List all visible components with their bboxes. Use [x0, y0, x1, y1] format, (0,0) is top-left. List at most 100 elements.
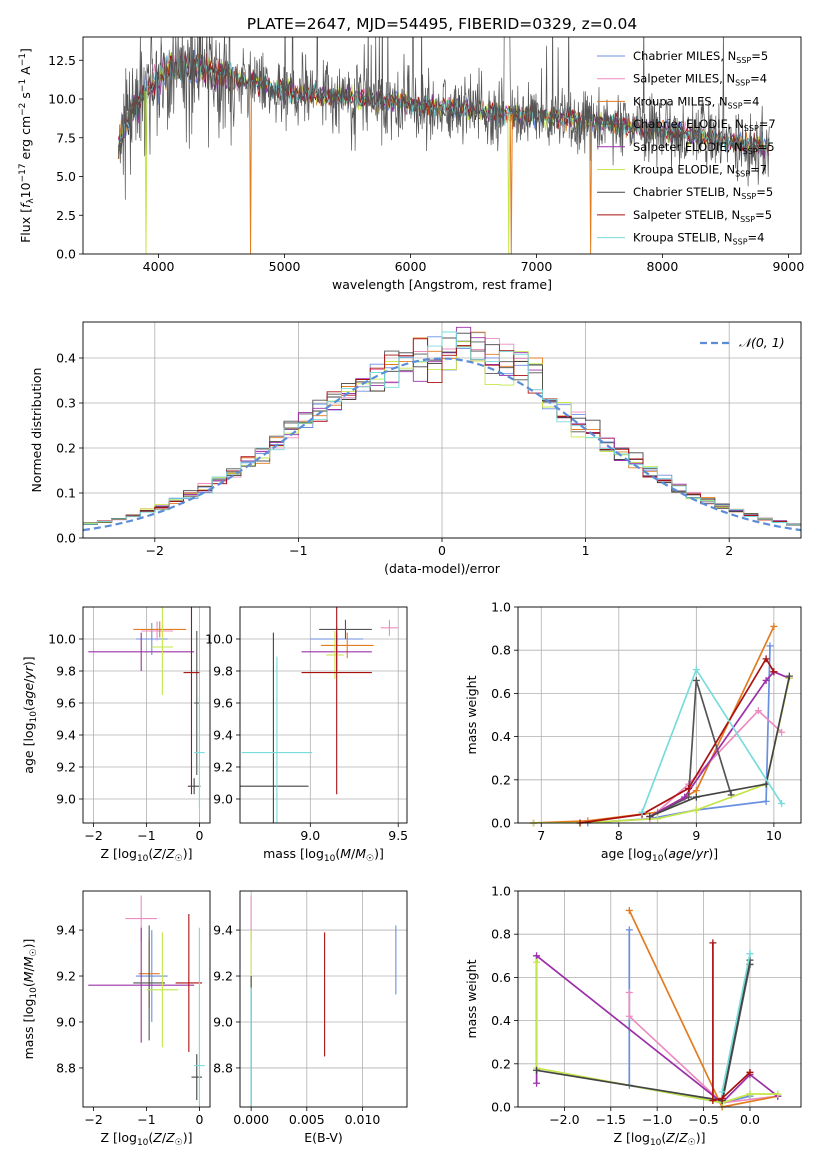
tick-label-y: 0.1: [56, 486, 76, 501]
tick-label-y: 1.0: [491, 600, 511, 615]
weight-marker: [533, 958, 541, 966]
tick-label-x: 0.0: [740, 1112, 760, 1127]
tick-label-x: 0.010: [345, 1112, 381, 1127]
tick-label-y: 0.8: [491, 643, 511, 658]
legend-entry-5: Kroupa ELODIE, NSSP=7: [633, 163, 767, 179]
weight-marker: [746, 950, 754, 958]
mass_vs_Z-axes: −2 −1 0 8.8 9.0 9.2 9.4 Z [log10(Z/Z☉)] mass [lo…: [21, 890, 211, 1148]
weight-marker: [646, 813, 654, 821]
weight-marker: [746, 1068, 754, 1076]
tick-label-x: 4000: [143, 259, 175, 274]
tick-label-y: 0.0: [491, 816, 511, 831]
weight-series-2: [628, 910, 778, 1107]
tick-label-y: 9.8: [213, 664, 233, 679]
y-axis-label: mass [log10(M/M☉)]: [21, 939, 39, 1060]
axes-frame: [82, 321, 802, 539]
tick-label-x: −2.0: [549, 1112, 579, 1127]
weight-marker: [709, 1097, 717, 1105]
weight-marker: [692, 787, 700, 795]
tick-label-y: 9.2: [213, 969, 233, 984]
x-axis-label: Z [log10(Z/Z☉)]: [613, 1130, 705, 1148]
tick-label-y: 9.0: [56, 792, 76, 807]
weight-marker: [746, 1090, 754, 1098]
weight-marker: [692, 666, 700, 674]
weight_vs_age-axes: 7 8 9 10 0.0 0.2 0.4 0.6 0.8 1.0 mass weight age [l…: [464, 600, 802, 864]
tick-label-y: 9.4: [213, 728, 233, 743]
x-axis-label: E(B-V): [304, 1130, 343, 1145]
tick-label-y: 9.0: [56, 1014, 76, 1029]
weight-series-1: [628, 992, 778, 1104]
weight-marker: [718, 1094, 726, 1102]
tick-label-y: 0.0: [56, 247, 76, 262]
legend-entry-4: Salpeter ELODIE, NSSP=5: [633, 140, 775, 156]
tick-label-y: 12.5: [48, 53, 76, 68]
tick-label-y: 0.6: [491, 970, 511, 985]
weight-marker: [533, 952, 541, 960]
tick-label-y: 1.0: [491, 884, 511, 899]
tick-label-x: 8: [615, 828, 623, 843]
weight-marker: [681, 793, 689, 801]
weight-marker: [778, 800, 786, 808]
weight-series-7: [712, 942, 751, 1102]
tick-label-y: 9.2: [56, 760, 76, 775]
weight-marker: [692, 806, 700, 814]
tick-label-x: 2: [725, 543, 733, 558]
tick-label-y: 10.0: [48, 632, 76, 647]
weight-series-0: [533, 645, 771, 823]
weight_vs_Z-axes: −2.0 −1.5 −1.0 −0.5 0.0 0.0 0.2 0.4 0.6 0.8 1.0 mas…: [464, 884, 802, 1148]
tick-label-y: 0.6: [491, 686, 511, 701]
weight-marker: [709, 939, 717, 947]
weight-marker: [778, 728, 786, 736]
axes-frame: [517, 606, 802, 824]
weight-series-8: [721, 953, 751, 1093]
tick-label-y: 9.6: [213, 696, 233, 711]
legend-entry-8: Kroupa STELIB, NSSP=4: [633, 231, 764, 247]
tick-label-x: 9000: [772, 259, 804, 274]
tick-label-x: 1: [582, 543, 590, 558]
tick-label-x: 7: [537, 828, 545, 843]
x-axis-label: Z [log10(Z/Z☉)]: [100, 1130, 192, 1148]
tick-label-x: −1.0: [642, 1112, 672, 1127]
x-axis-label: (data-model)/error: [384, 561, 501, 576]
tick-label-y: 0.4: [491, 729, 511, 744]
x-axis-label: mass [log10(M/M☉)]: [263, 846, 384, 864]
axes-frame: [82, 890, 211, 1108]
tick-label-x: 0: [438, 543, 446, 558]
tick-label-x: 9.0: [300, 828, 320, 843]
tick-label-y: 9.8: [56, 664, 76, 679]
weight-marker: [625, 1012, 633, 1020]
y-axis-label: mass weight: [464, 675, 479, 754]
normal-reference-curve: [82, 357, 802, 532]
tick-label-y: 0.4: [491, 1013, 511, 1028]
tick-label-x: 6000: [395, 259, 427, 274]
weight-marker: [754, 707, 762, 715]
legend-entry-6: Chabrier STELIB, NSSP=5: [633, 185, 773, 201]
tick-label-x: 5000: [269, 259, 301, 274]
tick-label-x: 8000: [647, 259, 679, 274]
tick-label-x: 9: [692, 828, 700, 843]
tick-label-y: 5.0: [56, 169, 76, 184]
tick-label-y: 9.2: [56, 969, 76, 984]
weight-marker: [685, 784, 693, 792]
tick-label-y: 0.8: [491, 927, 511, 942]
x-axis-label: age [log10(age/yr)]: [601, 846, 718, 864]
tick-label-x: 9.5: [388, 828, 408, 843]
tick-label-y: 0.2: [491, 772, 511, 787]
tick-label-y: 0.0: [491, 1100, 511, 1115]
weight-marker: [625, 926, 633, 934]
axes-frame: [82, 36, 802, 255]
axes-frame: [239, 606, 408, 824]
tick-label-y: 9.2: [213, 760, 233, 775]
tick-label-y: 10.0: [48, 92, 76, 107]
tick-label-x: 0: [195, 1112, 203, 1127]
weight-series-3: [649, 680, 733, 818]
weight-series-6: [649, 675, 791, 818]
tick-label-y: 9.0: [213, 1014, 233, 1029]
tick-label-x: 0.005: [289, 1112, 325, 1127]
tick-label-y: 9.0: [213, 792, 233, 807]
tick-label-x: −2: [146, 543, 164, 558]
tick-label-y: 9.4: [213, 923, 233, 938]
tick-label-y: 0.2: [491, 1056, 511, 1071]
